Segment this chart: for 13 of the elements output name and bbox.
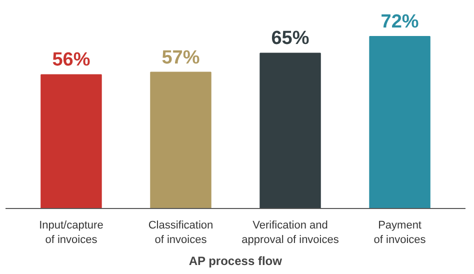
x-tick-label: Payment of invoices — [374, 220, 426, 246]
bar — [150, 72, 212, 208]
bar — [369, 36, 430, 208]
data-label: 57% — [162, 47, 200, 68]
x-axis-title: AP process flow — [188, 254, 283, 268]
x-tick-label: Classification of invoices — [148, 220, 214, 246]
bar — [260, 52, 321, 208]
data-label: 56% — [52, 50, 90, 71]
x-tick-label: Verification and approval of invoices — [242, 220, 340, 246]
x-tick-label: Input/capture of invoices — [39, 220, 104, 246]
data-label: 72% — [380, 11, 419, 32]
bar — [40, 74, 102, 208]
data-label: 65% — [271, 28, 310, 50]
